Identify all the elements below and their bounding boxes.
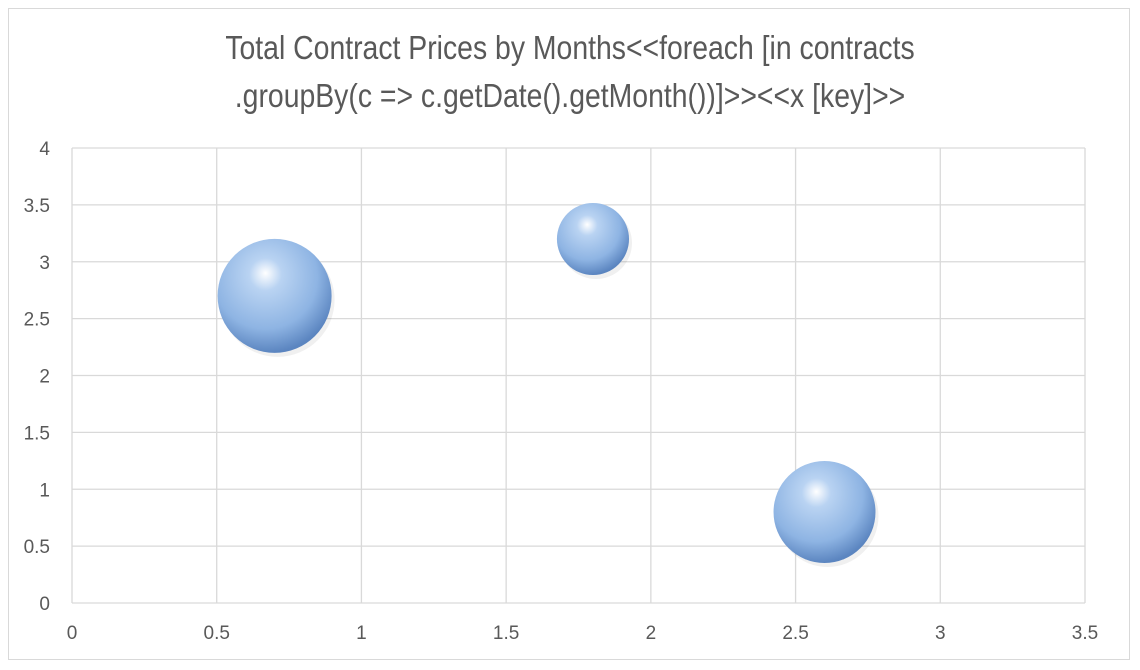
x-tick-label: 2: [646, 623, 657, 644]
y-tick-label: 0: [39, 594, 50, 615]
y-tick-label: 3.5: [24, 196, 50, 217]
y-tick-label: 2: [39, 367, 50, 388]
x-tick-label: 1: [356, 623, 367, 644]
chart-frame: [8, 8, 1130, 660]
chart-title: Total Contract Prices by Months<<foreach…: [80, 24, 1060, 120]
y-tick-label: 1.5: [24, 423, 50, 444]
x-tick-label: 3.5: [1072, 623, 1098, 644]
y-tick-label: 3: [39, 253, 50, 274]
y-tick-label: 2.5: [24, 310, 50, 331]
bubble-point: [217, 238, 332, 353]
y-tick-label: 1: [39, 480, 50, 501]
chart-title-line-1: Total Contract Prices by Months<<foreach…: [225, 29, 915, 66]
bubble-point: [773, 461, 876, 563]
bubble-point: [556, 202, 630, 276]
x-tick-label: 3: [935, 623, 946, 644]
y-tick-label: 0.5: [24, 537, 50, 558]
x-tick-label: 1.5: [493, 623, 519, 644]
x-tick-label: 0: [67, 623, 78, 644]
x-tick-label: 0.5: [204, 623, 230, 644]
chart-title-line-2: .groupBy(c => c.getDate().getMonth())]>>…: [234, 77, 906, 114]
y-tick-label: 4: [39, 139, 50, 160]
x-tick-label: 2.5: [782, 623, 808, 644]
